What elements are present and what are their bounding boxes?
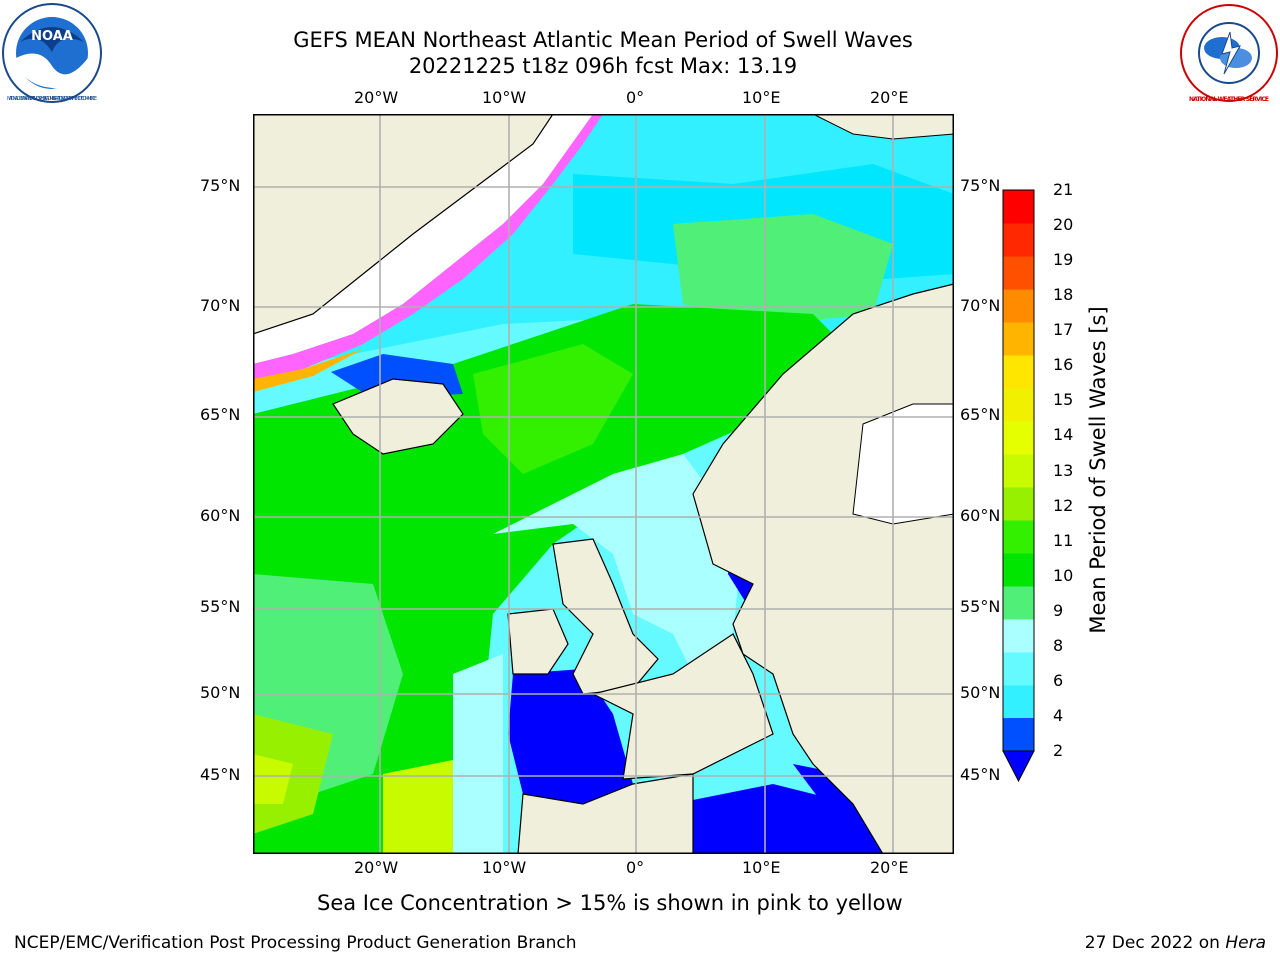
footer-date-text: 27 Dec 2022 on — [1084, 933, 1226, 953]
colorbar-tick-label: 8 — [1053, 635, 1064, 655]
colorbar-segment — [1003, 685, 1034, 719]
top-lon-tick: 10°E — [742, 88, 781, 107]
colorbar-segment — [1003, 223, 1034, 257]
colorbar-segment — [1003, 454, 1034, 488]
colorbar-tick-label: 10 — [1053, 565, 1074, 585]
top-lon-tick: 0° — [626, 88, 645, 107]
adriatic-zone — [793, 764, 883, 844]
noaa-ring-text: NATIONAL OCEANIC AND ATMOSPHERIC ADMINIS… — [7, 96, 97, 102]
far-west-zone — [253, 754, 293, 804]
colorbar-segment — [1003, 289, 1034, 323]
swell-period-map — [253, 114, 954, 854]
right-lat-tick: 65°N — [960, 405, 1001, 424]
biscay-zone — [508, 669, 633, 804]
colorbar-segment — [1003, 520, 1034, 554]
colorbar-tick-label: 12 — [1053, 495, 1074, 515]
sea-ice-edge-yellow — [253, 349, 363, 392]
colorbar-segment — [1003, 388, 1034, 422]
graticule — [253, 114, 954, 854]
left-lat-tick: 60°N — [200, 506, 241, 525]
colorbar-tick-label: 13 — [1053, 460, 1074, 480]
right-lat-tick: 60°N — [960, 506, 1001, 525]
colorbar-label: Mean Period of Swell Waves [s] — [1086, 306, 1110, 634]
greenland-land — [253, 114, 554, 335]
colorbar-segment — [1003, 487, 1034, 521]
chart-subtitle: 20221225 t18z 096h fcst Max: 13.19 — [408, 54, 798, 78]
ireland-land — [507, 608, 569, 675]
bottom-lon-tick: 10°E — [742, 858, 781, 877]
right-lat-tick: 45°N — [960, 765, 1001, 784]
bottom-lon-tick: 20°W — [354, 858, 399, 877]
colorbar-svg — [1002, 189, 1035, 783]
norwegian-sea-zone — [673, 214, 893, 324]
left-lat-tick: 70°N — [200, 296, 241, 315]
noaa-logo: NOAA NATIONAL OCEANIC AND ATMOSPHERIC AD… — [0, 2, 104, 104]
colorbar-tick-label: 14 — [1053, 425, 1074, 445]
right-lat-tick: 75°N — [960, 176, 1001, 195]
noaa-logo-text: NOAA — [31, 29, 73, 44]
colorbar-tick-label: 21 — [1053, 180, 1074, 199]
map-frame — [253, 114, 954, 854]
colorbar-tick-label: 6 — [1053, 670, 1064, 690]
left-lat-tick: 75°N — [200, 176, 241, 195]
colorbar-segment — [1003, 652, 1034, 686]
top-lon-tick: 20°E — [870, 88, 909, 107]
right-lat-tick: 70°N — [960, 296, 1001, 315]
colorbar-tick-label: 2 — [1053, 741, 1064, 760]
svalbard-land — [812, 114, 954, 140]
colorbar-segment — [1003, 553, 1034, 587]
colorbar-segment — [1003, 190, 1034, 224]
footer-host: Hera — [1225, 933, 1266, 953]
north-sea-zone — [493, 454, 743, 674]
gulf-of-bothnia — [852, 403, 954, 525]
colorbar-tick-label: 15 — [1053, 390, 1074, 410]
colorbar-tick-label: 16 — [1053, 355, 1074, 375]
colorbar-tick-label: 4 — [1053, 705, 1064, 725]
colorbar-frame — [1002, 189, 1035, 752]
footer-date: 27 Dec 2022 on Hera — [1085, 933, 1266, 953]
bottom-lon-tick: 20°E — [870, 858, 909, 877]
colorbar-tick-label: 19 — [1053, 250, 1074, 270]
colorbar-segment — [1003, 322, 1034, 356]
colorbar-ticks: 2 4 6 8 9 10 11 12 13 14 15 16 17 18 19 20 21 — [1050, 0, 1090, 960]
sea-ice-note: Sea Ice Concentration > 15% is shown in … — [317, 891, 903, 915]
left-lat-tick: 45°N — [200, 765, 241, 784]
top-lon-tick: 10°W — [482, 88, 527, 107]
colorbar-segment — [1003, 256, 1034, 290]
iceland-faroe-zone — [473, 344, 633, 474]
colorbar — [1000, 186, 1040, 786]
colorbar-extend-arrow — [1002, 750, 1035, 783]
shelf-edge-zone — [453, 654, 503, 854]
sea-ice-edge — [253, 114, 603, 384]
france-land — [591, 633, 774, 780]
top-lon-tick: 20°W — [354, 88, 399, 107]
colorbar-segment — [1003, 421, 1034, 455]
colorbar-tick-label: 20 — [1053, 215, 1074, 235]
left-lat-tick: 55°N — [200, 597, 241, 616]
bottom-lon-tick: 0° — [626, 858, 645, 877]
right-lat-tick: 50°N — [960, 683, 1001, 702]
colorbar-segment — [1003, 718, 1034, 751]
nws-logo-text: NATIONAL WEATHER SERVICE — [1189, 96, 1269, 103]
left-lat-tick: 50°N — [200, 683, 241, 702]
nws-logo: NATIONAL WEATHER SERVICE — [1178, 2, 1280, 104]
colorbar-segment — [1003, 619, 1034, 653]
colorbar-segment — [1003, 586, 1034, 620]
colorbar-tick-label: 9 — [1053, 600, 1064, 620]
chart-title: GEFS MEAN Northeast Atlantic Mean Period… — [293, 28, 913, 52]
colorbar-tick-label: 18 — [1053, 285, 1074, 305]
iberia-land — [517, 773, 694, 854]
left-lat-tick: 65°N — [200, 405, 241, 424]
bottom-lon-tick: 10°W — [482, 858, 527, 877]
footer-credit: NCEP/EMC/Verification Post Processing Pr… — [14, 933, 577, 953]
colorbar-tick-label: 17 — [1053, 320, 1074, 340]
colorbar-tick-label: 11 — [1053, 530, 1074, 550]
colorbar-segment — [1003, 355, 1034, 389]
right-lat-tick: 55°N — [960, 597, 1001, 616]
